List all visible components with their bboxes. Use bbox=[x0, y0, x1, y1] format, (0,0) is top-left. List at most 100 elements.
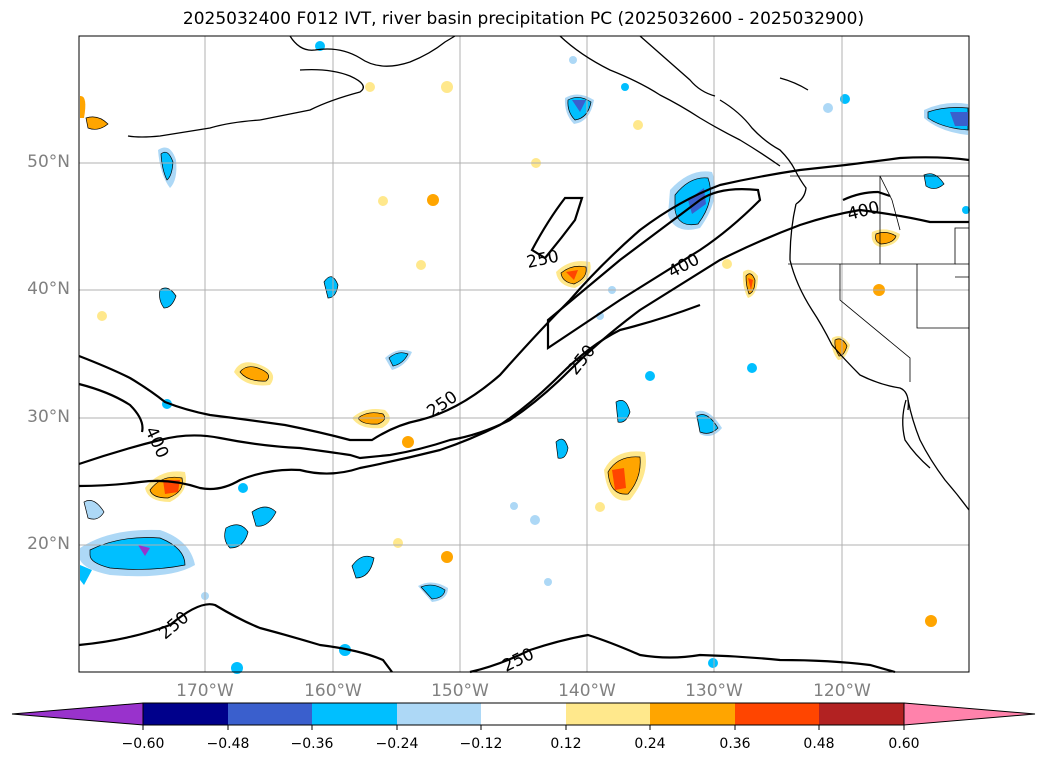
negative-anomaly-patch bbox=[544, 578, 552, 586]
contour-label: 250 bbox=[525, 247, 561, 273]
ivt-contour-250 bbox=[530, 196, 584, 260]
negative-anomaly-patch bbox=[159, 287, 177, 309]
colorbar-segment bbox=[650, 703, 735, 725]
lon-label: 120°W bbox=[813, 681, 871, 701]
positive-anomaly-patch bbox=[441, 81, 453, 93]
coastlines bbox=[127, 35, 970, 511]
colorbar-tick-label: −0.24 bbox=[375, 736, 419, 752]
colorbar bbox=[11, 702, 1036, 730]
ivt-contour-400 bbox=[78, 303, 701, 491]
negative-anomaly-patch bbox=[160, 151, 174, 181]
positive-anomaly-patch bbox=[85, 116, 109, 130]
lon-label: 160°W bbox=[304, 681, 362, 701]
positive-anomaly-patch bbox=[722, 259, 732, 269]
colorbar-segment bbox=[819, 703, 904, 725]
colorbar-segment bbox=[481, 703, 566, 725]
negative-anomaly-patch bbox=[569, 56, 577, 64]
ivt-contour-250 bbox=[78, 603, 393, 673]
colorbar-max-extend bbox=[903, 702, 1036, 726]
lat-label: 30°N bbox=[27, 407, 70, 427]
negative-anomaly-patch bbox=[615, 400, 631, 423]
negative-anomaly-patch bbox=[224, 524, 249, 549]
ivt-contour-400 bbox=[842, 190, 891, 201]
lon-label: 140°W bbox=[558, 681, 616, 701]
negative-anomaly-patch bbox=[555, 438, 569, 459]
ivt-contour-250 bbox=[78, 156, 970, 442]
negative-anomaly-patch bbox=[251, 506, 277, 527]
positive-anomaly-patch bbox=[748, 278, 753, 290]
map-frame bbox=[78, 35, 970, 673]
colorbar-min-extend bbox=[11, 702, 144, 726]
positive-anomaly-patch bbox=[97, 311, 107, 321]
positive-anomaly-patch bbox=[595, 502, 605, 512]
positive-anomaly-patch bbox=[441, 551, 453, 563]
positive-anomaly-patch bbox=[163, 480, 180, 494]
negative-anomaly-patch bbox=[923, 173, 945, 189]
ivt-contour-400 bbox=[546, 188, 762, 351]
positive-anomaly-patch bbox=[875, 232, 897, 245]
negative-anomaly-patch bbox=[572, 100, 586, 112]
negative-anomaly-patch bbox=[621, 83, 629, 91]
lat-label: 50°N bbox=[27, 152, 70, 172]
colorbar-segment bbox=[228, 703, 312, 725]
negative-anomaly-patch bbox=[823, 103, 833, 113]
negative-anomaly-patch bbox=[388, 352, 409, 367]
colorbar-tick-label: −0.60 bbox=[121, 736, 165, 752]
negative-anomaly-patch bbox=[962, 206, 970, 214]
positive-anomaly-patch bbox=[80, 95, 86, 118]
colorbar-tick-label: −0.12 bbox=[459, 736, 503, 752]
negative-anomaly-patch bbox=[645, 371, 655, 381]
contour-label: 400 bbox=[140, 424, 172, 462]
borders bbox=[788, 175, 970, 382]
ivt-contour-250 bbox=[469, 633, 896, 674]
colorbar-tick-label: 0.12 bbox=[550, 736, 582, 752]
negative-anomaly-patch bbox=[80, 565, 92, 585]
negative-anomaly-patch bbox=[238, 483, 248, 493]
negative-anomaly-patch bbox=[138, 545, 150, 556]
colorbar-tick-label: 0.36 bbox=[719, 736, 751, 752]
negative-anomaly-patch bbox=[950, 112, 968, 126]
negative-anomaly-patch bbox=[231, 662, 243, 674]
colorbar-tick-label: 0.48 bbox=[803, 736, 835, 752]
negative-anomaly-patch bbox=[530, 515, 540, 525]
positive-anomaly-patch bbox=[393, 538, 403, 548]
negative-anomaly-patch bbox=[323, 276, 339, 299]
negative-anomaly-patch bbox=[83, 500, 105, 520]
negative-anomaly-patch bbox=[747, 363, 757, 373]
negative-anomaly-patch bbox=[89, 537, 186, 570]
lat-label: 40°N bbox=[27, 279, 70, 299]
positive-anomaly-patch bbox=[378, 196, 388, 206]
colorbar-frame bbox=[142, 702, 905, 726]
colorbar-tick-label: −0.48 bbox=[206, 736, 250, 752]
lon-label: 130°W bbox=[685, 681, 743, 701]
negative-anomaly-patch bbox=[315, 41, 325, 51]
colorbar-segment bbox=[143, 703, 228, 725]
negative-anomaly-patch bbox=[696, 414, 719, 434]
contour-label: 400 bbox=[845, 198, 881, 225]
ivt-contour-250 bbox=[78, 208, 969, 466]
lon-label: 170°W bbox=[176, 681, 234, 701]
colorbar-segment bbox=[566, 703, 650, 725]
colorbar-segment bbox=[735, 703, 819, 725]
positive-anomaly-patch bbox=[365, 82, 375, 92]
positive-anomaly-patch bbox=[633, 120, 643, 130]
negative-anomaly-patch bbox=[708, 658, 718, 668]
colorbar-tick-label: −0.36 bbox=[290, 736, 334, 752]
positive-anomaly-patch bbox=[427, 194, 439, 206]
colorbar-segment bbox=[397, 703, 481, 725]
map-title: 2025032400 F012 IVT, river basin precipi… bbox=[182, 9, 865, 29]
lon-label: 150°W bbox=[431, 681, 489, 701]
contour-labels: 250 400 400 250 250 400 250 250 bbox=[140, 198, 881, 677]
negative-anomaly-patch bbox=[420, 584, 446, 600]
positive-anomaly-patch bbox=[416, 260, 426, 270]
contour-label: 400 bbox=[665, 250, 703, 283]
colorbar-segment bbox=[312, 703, 397, 725]
graticule bbox=[79, 36, 969, 672]
positive-anomaly-patch bbox=[402, 436, 414, 448]
colorbar-tick-label: 0.24 bbox=[634, 736, 666, 752]
positive-anomaly-patch bbox=[239, 366, 269, 382]
positive-anomaly-patch bbox=[612, 468, 626, 490]
ivt-contour-400 bbox=[78, 382, 144, 433]
negative-anomaly-patch bbox=[351, 555, 375, 579]
ivt-contours bbox=[78, 156, 970, 674]
